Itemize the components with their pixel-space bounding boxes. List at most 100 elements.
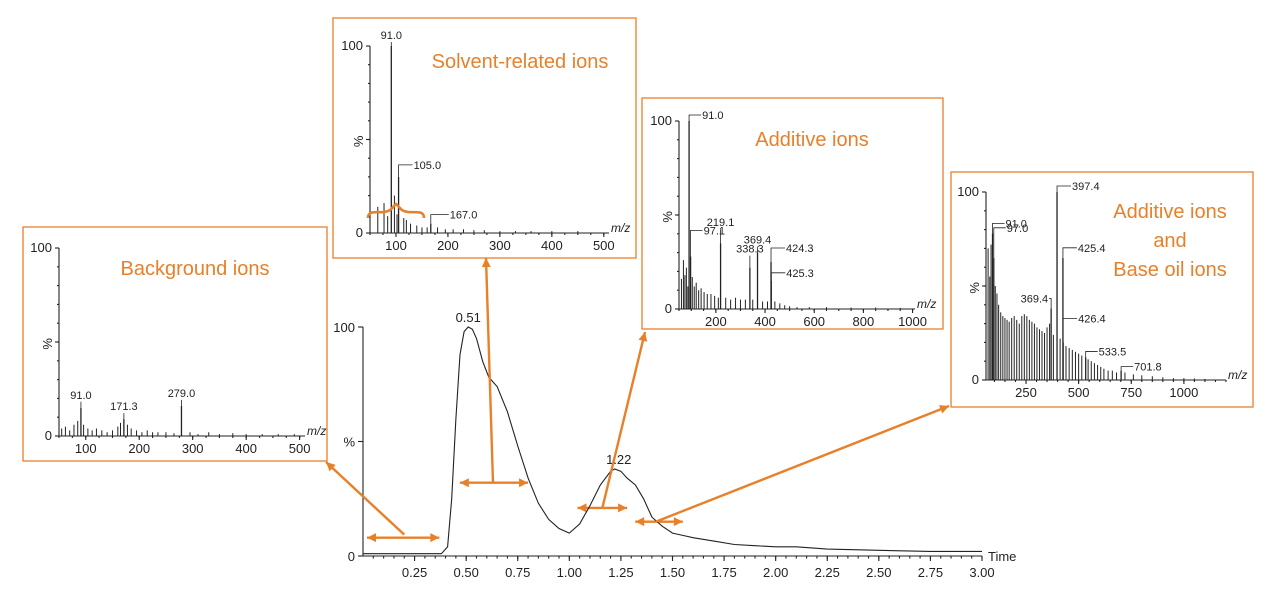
connector-solvent bbox=[481, 257, 495, 483]
inset-title-line: and bbox=[1153, 230, 1186, 252]
peak-apex-label: 0.51 bbox=[456, 310, 481, 325]
time-range-arrow-head-end bbox=[430, 533, 440, 543]
x-tick-label: 1.50 bbox=[660, 565, 685, 580]
time-range-arrow-head-start bbox=[577, 503, 587, 513]
inset-x-tick-label: 1000 bbox=[898, 314, 927, 329]
inset-background-ions: 0% 100 100 200 300 400 500 m/z 91.0 171.3 279.0 Bac… bbox=[22, 226, 328, 462]
peak-label: 91.0 bbox=[1006, 218, 1027, 230]
solvent-ion-brace bbox=[366, 202, 426, 219]
inset-x-tick-label: 500 bbox=[1068, 385, 1090, 400]
x-tick-label: 0.50 bbox=[454, 565, 479, 580]
connector-additive-base-oil bbox=[655, 404, 950, 523]
time-range-markers bbox=[367, 478, 683, 543]
y-ticks: 0% 100 bbox=[333, 320, 363, 564]
peak-leader bbox=[1056, 185, 1072, 192]
connector-background-head-end bbox=[326, 462, 336, 472]
inset-title-line: Additive ions bbox=[1113, 201, 1226, 223]
connector-background-line bbox=[325, 461, 406, 536]
x-tick-label: 0.25 bbox=[402, 565, 427, 580]
peak-label: 171.3 bbox=[110, 401, 138, 413]
peak-leader bbox=[992, 222, 1005, 234]
connector-additive-base-oil-line bbox=[655, 404, 950, 523]
inset-x-axis-label: m/z bbox=[611, 221, 630, 235]
x-tick-label: 3.00 bbox=[969, 565, 994, 580]
x-tick-label: 2.75 bbox=[918, 565, 943, 580]
time-range-arrow-head-start bbox=[459, 478, 469, 488]
peak-label: 701.8 bbox=[1134, 362, 1162, 374]
inset-x-tick-label: 400 bbox=[754, 314, 776, 329]
time-range-arrow-head-end bbox=[673, 517, 683, 527]
time-range-arrow bbox=[459, 478, 529, 488]
peak-label: 97.0 bbox=[1007, 223, 1028, 235]
inset-x-tick-label: 800 bbox=[853, 314, 875, 329]
connector-solvent-line bbox=[484, 257, 495, 483]
peak-leader bbox=[993, 227, 1006, 258]
inset-y-tick-label: 100 bbox=[957, 184, 979, 199]
inset-x-tick-label: 300 bbox=[489, 238, 511, 253]
peak-label: 219.1 bbox=[707, 217, 735, 229]
inset-solvent-related-ions: 0% 100 100 200 300 400 500 m/z 91.0 105.0 167.0 Sol… bbox=[332, 17, 637, 259]
x-tick-label: 1.00 bbox=[557, 565, 582, 580]
peak-leader bbox=[770, 247, 786, 262]
peak-leader bbox=[1085, 351, 1098, 358]
connector-background bbox=[325, 461, 406, 536]
peak-leader bbox=[690, 229, 703, 257]
peak-apex-label: 1.22 bbox=[606, 452, 631, 467]
peak-leader bbox=[688, 114, 702, 121]
inset-x-tick-label: 200 bbox=[437, 238, 459, 253]
inset-x-tick-label: 100 bbox=[385, 238, 407, 253]
connector-additive bbox=[601, 331, 648, 509]
time-range-arrow-head-start bbox=[635, 517, 645, 527]
peak-label: 369.4 bbox=[744, 235, 772, 247]
time-range-arrow-head-start bbox=[367, 533, 376, 543]
peak-label: 369.4 bbox=[1021, 294, 1049, 306]
inset-x-tick-label: 600 bbox=[803, 314, 825, 329]
connector-additive-base-oil-head-end bbox=[938, 405, 949, 414]
peak-leader bbox=[1120, 366, 1134, 371]
peak-label: 91.0 bbox=[702, 110, 723, 122]
x-tick-label: 1.25 bbox=[608, 565, 633, 580]
inset-y-tick-label: 0 bbox=[45, 428, 52, 443]
inset-frame bbox=[950, 171, 1254, 408]
peak-leader bbox=[1049, 298, 1052, 309]
inset-y-tick-label: % bbox=[660, 211, 675, 223]
inset-x-tick-label: 200 bbox=[705, 314, 727, 329]
inset-frame bbox=[332, 17, 637, 259]
inset-additive-and-base-oil-ions: 0% 100 250 500 750 1000 m/z 91.097.0 369.4 397.4 4… bbox=[950, 171, 1254, 408]
inset-y-tick-label: % bbox=[967, 282, 982, 294]
peak-label: 279.0 bbox=[168, 388, 196, 400]
peak-label: 425.4 bbox=[1078, 243, 1106, 255]
inset-x-tick-label: 200 bbox=[128, 441, 150, 456]
peak-leader bbox=[1062, 247, 1077, 258]
time-range-arrow-head-end bbox=[519, 478, 529, 488]
peak-label: 426.4 bbox=[1078, 313, 1106, 325]
peak-label: 338.3 bbox=[736, 244, 764, 256]
inset-y-tick-label: 0 bbox=[972, 372, 979, 387]
inset-x-axis-label: m/z bbox=[307, 424, 326, 438]
peak-label: 425.3 bbox=[786, 268, 814, 280]
inset-title: Additive ions bbox=[755, 129, 868, 151]
connector-additive-line bbox=[601, 331, 647, 509]
y-tick-label: 0 bbox=[348, 549, 355, 564]
x-tick-label: 0.75 bbox=[505, 565, 530, 580]
peak-label: 397.4 bbox=[1072, 181, 1100, 193]
inset-frame bbox=[22, 226, 328, 462]
peak-label: 97.1 bbox=[704, 225, 725, 237]
inset-y-tick-label: 100 bbox=[341, 38, 363, 53]
inset-x-axis-label: m/z bbox=[917, 297, 936, 311]
connector-additive-head-end bbox=[638, 332, 648, 342]
peak-leader bbox=[770, 272, 786, 281]
inset-title: Background ions bbox=[121, 258, 270, 280]
inset-x-tick-label: 1000 bbox=[1169, 385, 1198, 400]
inset-y-tick-label: 100 bbox=[30, 240, 52, 255]
x-axis-label: Time bbox=[988, 549, 1016, 564]
inset-title: Solvent-related ions bbox=[432, 51, 609, 73]
inset-x-tick-label: 400 bbox=[235, 441, 257, 456]
peak-leader bbox=[430, 214, 449, 224]
inset-x-axis-label: m/z bbox=[1228, 368, 1247, 382]
inset-x-tick-label: 500 bbox=[289, 441, 311, 456]
time-range-arrow-head-end bbox=[618, 503, 628, 513]
inset-y-tick-label: 0 bbox=[356, 225, 363, 240]
connector-arrows bbox=[325, 257, 950, 536]
